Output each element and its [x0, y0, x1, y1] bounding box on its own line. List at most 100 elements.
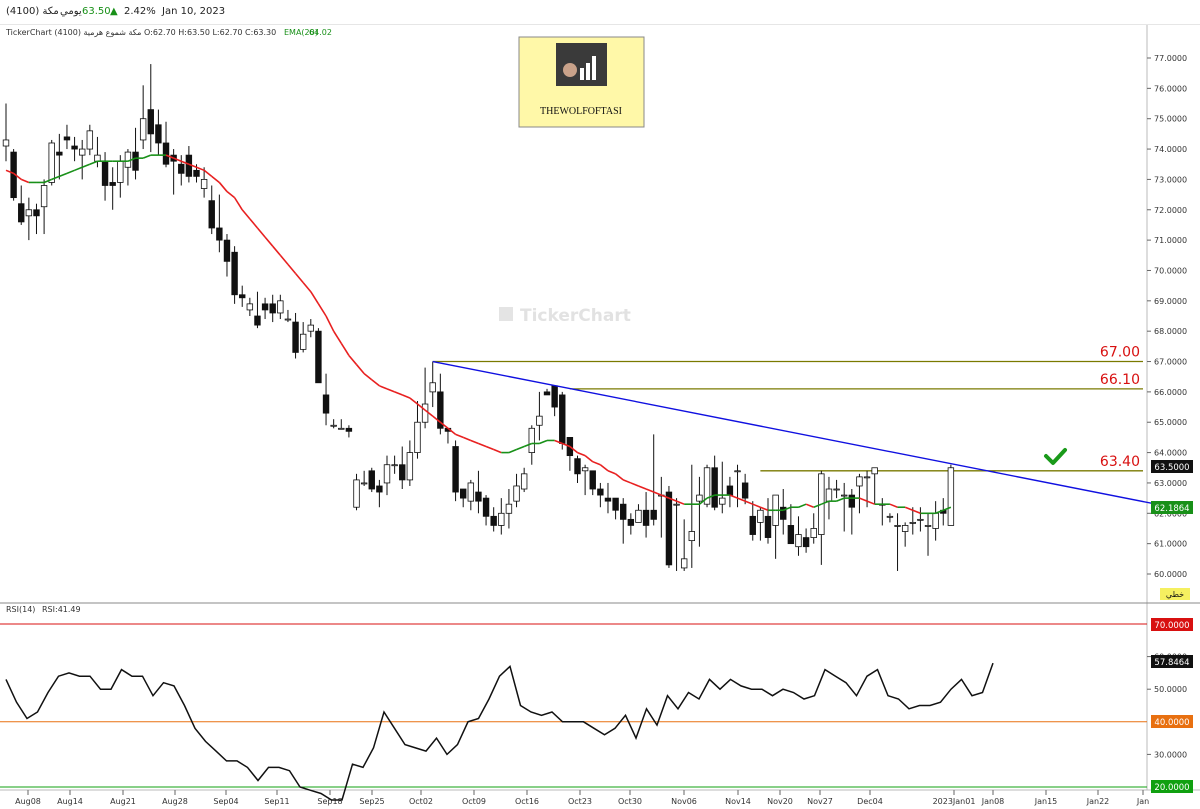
candle-body — [40, 185, 48, 208]
ema-segment — [539, 439, 548, 445]
candle — [277, 294, 284, 320]
ema-segment — [226, 190, 236, 199]
candle — [109, 167, 116, 210]
candle-body — [482, 497, 490, 517]
candle — [155, 109, 162, 156]
time-axis: Aug08 Aug14 Aug21 Aug28 Sep04 Sep11 Sep18 Sep25… — [15, 790, 1149, 806]
candle — [338, 419, 345, 430]
candle — [307, 319, 314, 338]
candle-body — [338, 427, 345, 430]
price-tick-label: 73.0000 — [1154, 175, 1187, 184]
candle — [345, 425, 353, 438]
candle-body — [734, 470, 741, 473]
candle-body — [79, 148, 86, 156]
ema-segment — [51, 175, 60, 181]
ema-segment — [668, 497, 677, 502]
candle — [147, 64, 154, 153]
chart-mode-badge[interactable]: خطي — [1160, 588, 1190, 600]
candle — [597, 482, 604, 508]
candle — [246, 297, 254, 316]
candle-body — [414, 421, 421, 453]
period-label[interactable]: يومي — [60, 6, 82, 17]
candle-body — [833, 488, 840, 491]
price-tick-label: 70.0000 — [1154, 266, 1187, 275]
candle-body — [581, 467, 589, 472]
candle-body — [109, 182, 116, 186]
candle — [482, 495, 490, 526]
candle — [680, 519, 688, 571]
candle — [437, 373, 444, 435]
candle — [901, 522, 909, 547]
candle — [79, 139, 86, 180]
candle — [757, 507, 764, 541]
rsi-legend-value: RSI:41.49 — [42, 605, 81, 614]
candle-body — [620, 503, 627, 520]
candle-body — [132, 151, 139, 171]
ema-segment — [706, 494, 715, 499]
candle — [947, 464, 955, 526]
candle — [520, 467, 528, 493]
price-tick-label: 61.0000 — [1154, 540, 1187, 549]
candle — [139, 85, 147, 150]
resistance-label: 67.00 — [1100, 345, 1140, 361]
ema-segment — [249, 218, 259, 229]
candle-body — [48, 142, 55, 183]
candle-body — [543, 391, 551, 396]
candle-body — [193, 169, 200, 177]
ema-legend-label: EMA(20) — [284, 28, 318, 37]
candle-body — [825, 488, 833, 502]
ema-segment — [912, 509, 921, 515]
candle — [673, 498, 680, 571]
candle-body — [947, 467, 955, 526]
ema-segment — [638, 485, 647, 490]
candle-body — [353, 479, 360, 508]
candle-body — [536, 415, 543, 426]
candle — [696, 476, 703, 547]
time-tick-label: Sep04 — [213, 797, 238, 806]
ema-segment — [599, 464, 609, 472]
candle-body — [749, 515, 756, 535]
candle-body — [56, 151, 63, 156]
candle-body — [63, 136, 71, 141]
candle — [330, 419, 337, 429]
candle — [459, 488, 467, 508]
candle-body — [322, 394, 330, 414]
candle-body — [673, 503, 680, 506]
ema-segment — [554, 439, 563, 445]
candle — [841, 482, 848, 532]
ema-segment — [302, 282, 312, 293]
candle-body — [239, 294, 246, 299]
candle — [406, 440, 414, 486]
candle — [635, 504, 642, 523]
ema-segment — [233, 197, 243, 211]
rsi-path — [5, 662, 994, 801]
time-tick-label: Sep18 — [317, 797, 342, 806]
candle-body — [528, 427, 535, 453]
candle — [391, 455, 398, 474]
candle-body — [520, 473, 528, 490]
candle — [498, 498, 505, 535]
candle — [513, 473, 520, 508]
top-info-bar: (4100) مكة يومي 63.50 ▲ 2.42% Jan 10, 20… — [0, 0, 1200, 25]
candle-body — [231, 251, 238, 296]
time-tick-label: Jan — [1136, 797, 1149, 806]
candle-body — [117, 160, 124, 183]
candle-body — [901, 525, 909, 532]
ema-segment — [798, 503, 807, 508]
candle-body — [787, 525, 795, 545]
candle — [703, 464, 711, 508]
ema-segment — [416, 403, 426, 411]
price-tick-label: 66.0000 — [1154, 388, 1187, 397]
time-tick-label: Oct09 — [462, 797, 486, 806]
candle — [376, 479, 383, 508]
ema-segment — [630, 482, 639, 487]
ema-segment — [74, 166, 83, 172]
time-tick-label: Nov27 — [807, 797, 833, 806]
candle — [528, 425, 535, 465]
ema-segment — [561, 442, 571, 448]
time-tick-label: Nov14 — [725, 797, 751, 806]
time-tick-label: Dec04 — [857, 797, 883, 806]
change-percent: 2.42% — [124, 6, 156, 17]
candle — [894, 513, 901, 571]
